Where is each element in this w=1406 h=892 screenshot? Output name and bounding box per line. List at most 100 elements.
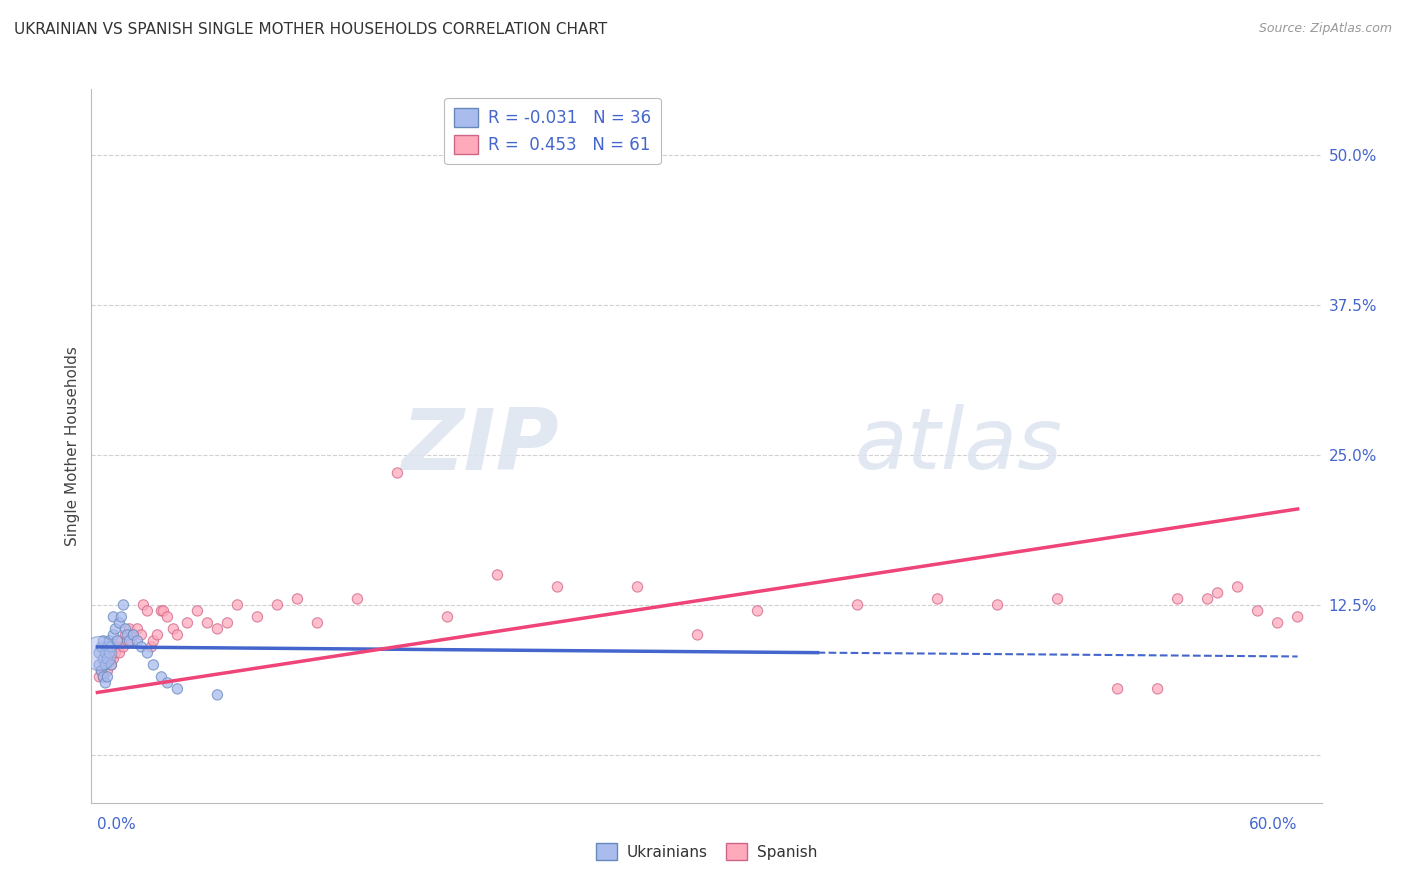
Point <box>112 598 135 612</box>
Point <box>226 598 249 612</box>
Point <box>108 615 131 630</box>
Point <box>547 580 569 594</box>
Point <box>104 646 127 660</box>
Point <box>127 622 149 636</box>
Point <box>142 633 165 648</box>
Point <box>1206 586 1229 600</box>
Point <box>103 610 125 624</box>
Text: UKRAINIAN VS SPANISH SINGLE MOTHER HOUSEHOLDS CORRELATION CHART: UKRAINIAN VS SPANISH SINGLE MOTHER HOUSE… <box>14 22 607 37</box>
Point <box>166 681 188 696</box>
Point <box>131 640 153 654</box>
Point <box>1167 591 1189 606</box>
Point <box>122 628 145 642</box>
Point <box>98 646 121 660</box>
Point <box>100 657 122 672</box>
Point <box>94 676 117 690</box>
Point <box>146 628 169 642</box>
Point <box>141 640 163 654</box>
Point <box>105 640 128 654</box>
Point <box>136 604 159 618</box>
Point <box>89 646 111 660</box>
Point <box>98 633 121 648</box>
Point <box>686 628 709 642</box>
Point <box>100 657 122 672</box>
Point <box>207 688 229 702</box>
Text: Source: ZipAtlas.com: Source: ZipAtlas.com <box>1258 22 1392 36</box>
Point <box>94 657 117 672</box>
Point <box>105 633 128 648</box>
Point <box>117 628 139 642</box>
Point <box>98 652 121 666</box>
Point <box>156 610 179 624</box>
Point <box>96 664 118 678</box>
Text: 0.0%: 0.0% <box>97 817 136 832</box>
Point <box>94 657 117 672</box>
Point <box>112 640 135 654</box>
Point <box>1107 681 1129 696</box>
Point <box>176 615 198 630</box>
Point <box>93 633 115 648</box>
Point <box>142 657 165 672</box>
Point <box>287 591 309 606</box>
Point <box>108 646 131 660</box>
Text: ZIP: ZIP <box>401 404 558 488</box>
Point <box>207 622 229 636</box>
Point <box>122 628 145 642</box>
Point <box>162 622 184 636</box>
Point <box>152 604 174 618</box>
Point <box>987 598 1010 612</box>
Point <box>103 652 125 666</box>
Point <box>136 646 159 660</box>
Point <box>166 628 188 642</box>
Point <box>104 622 127 636</box>
Point <box>96 670 118 684</box>
Point <box>246 610 269 624</box>
Point <box>1146 681 1168 696</box>
Point <box>114 628 136 642</box>
Point <box>1246 604 1268 618</box>
Point <box>927 591 949 606</box>
Point <box>346 591 368 606</box>
Point <box>96 640 118 654</box>
Point <box>131 628 153 642</box>
Point <box>626 580 648 594</box>
Point <box>1046 591 1069 606</box>
Point <box>93 652 115 666</box>
Point <box>132 598 155 612</box>
Point <box>89 657 111 672</box>
Point <box>93 670 115 684</box>
Point <box>114 622 136 636</box>
Point <box>100 640 122 654</box>
Point <box>110 633 132 648</box>
Point <box>103 628 125 642</box>
Point <box>90 640 112 654</box>
Point <box>1197 591 1219 606</box>
Point <box>1267 615 1289 630</box>
Point <box>96 652 118 666</box>
Point <box>117 633 139 648</box>
Point <box>93 670 115 684</box>
Text: atlas: atlas <box>853 404 1062 488</box>
Point <box>186 604 208 618</box>
Point <box>846 598 869 612</box>
Point <box>1286 610 1309 624</box>
Point <box>197 615 219 630</box>
Point <box>156 676 179 690</box>
Legend: Ukrainians, Spanish: Ukrainians, Spanish <box>591 837 823 866</box>
Point <box>90 664 112 678</box>
Point <box>150 604 173 618</box>
Point <box>90 664 112 678</box>
Point <box>307 615 329 630</box>
Text: 60.0%: 60.0% <box>1249 817 1298 832</box>
Y-axis label: Single Mother Households: Single Mother Households <box>65 346 80 546</box>
Point <box>118 633 141 648</box>
Point <box>1226 580 1249 594</box>
Point <box>118 622 141 636</box>
Point <box>387 466 409 480</box>
Point <box>747 604 769 618</box>
Point <box>89 670 111 684</box>
Point <box>436 610 458 624</box>
Point <box>150 670 173 684</box>
Point <box>94 646 117 660</box>
Point <box>89 646 111 660</box>
